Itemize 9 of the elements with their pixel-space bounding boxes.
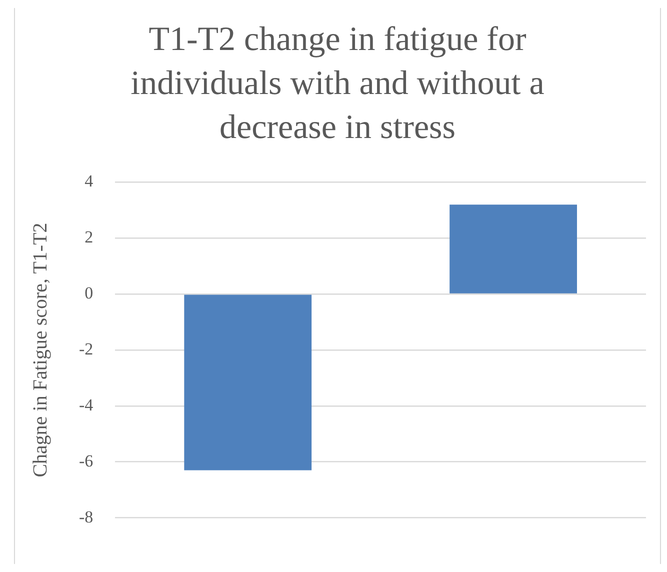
y-tick-label: -2 (78, 339, 94, 358)
y-tick-label: 0 (84, 284, 94, 303)
y-tick-label: 2 (84, 228, 94, 247)
y-tick-label: -4 (78, 395, 94, 414)
y-tick-label: -6 (78, 451, 94, 470)
chart-title: T1-T2 change in fatigue for individuals with and without a decrease in stress (130, 20, 546, 148)
y-tick-label: 4 (84, 172, 94, 191)
y-tick-label: -8 (78, 507, 94, 526)
y-axis-title: Chagne in Fatigue score, T1-T2 (29, 222, 52, 478)
